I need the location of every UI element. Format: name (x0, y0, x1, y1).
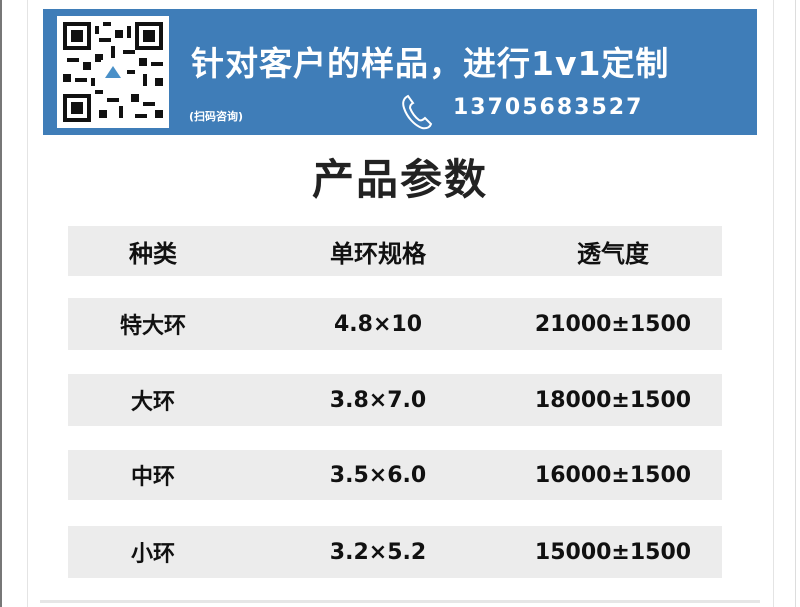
header-ring-size: 单环规格 (330, 239, 426, 268)
cell-type: 特大环 (119, 314, 186, 339)
cell-permeability: 21000±1500 (534, 311, 692, 337)
header-permeability: 透气度 (577, 239, 649, 268)
phone-icon (402, 94, 433, 130)
cell-ring-size: 3.5×6.0 (329, 462, 427, 488)
cell-permeability: 15000±1500 (534, 539, 692, 565)
cell-ring-size: 3.2×5.2 (329, 539, 427, 565)
cell-ring-size: 3.8×7.0 (329, 387, 427, 413)
banner-headline: 针对客户的样品，进行1v1定制 (191, 44, 670, 83)
cell-type: 大环 (130, 390, 175, 415)
table-row: 中环 3.5×6.0 16000±1500 (68, 450, 722, 500)
header-type: 种类 (129, 239, 177, 268)
cell-permeability: 16000±1500 (534, 462, 692, 488)
phone-number[interactable]: 13705683527 (453, 95, 644, 120)
content-card (27, 0, 774, 607)
table-header-row: 种类 单环规格 透气度 (68, 226, 722, 276)
table-row: 特大环 4.8×10 21000±1500 (68, 298, 722, 350)
cell-permeability: 18000±1500 (534, 387, 692, 413)
scrollbar-track[interactable] (795, 0, 800, 607)
divider (40, 600, 760, 603)
contact-banner: 针对客户的样品，进行1v1定制 (扫码咨询) 13705683527 (43, 9, 757, 135)
cell-type: 小环 (130, 542, 175, 567)
cell-ring-size: 4.8×10 (333, 311, 423, 337)
window-edge (0, 0, 2, 607)
table-row: 小环 3.2×5.2 15000±1500 (68, 526, 722, 578)
qr-code-icon[interactable] (57, 16, 169, 128)
cell-type: 中环 (130, 465, 175, 490)
table-row: 大环 3.8×7.0 18000±1500 (68, 374, 722, 426)
scan-hint: (扫码咨询) (189, 110, 244, 123)
page-title: 产品参数 (311, 155, 488, 204)
